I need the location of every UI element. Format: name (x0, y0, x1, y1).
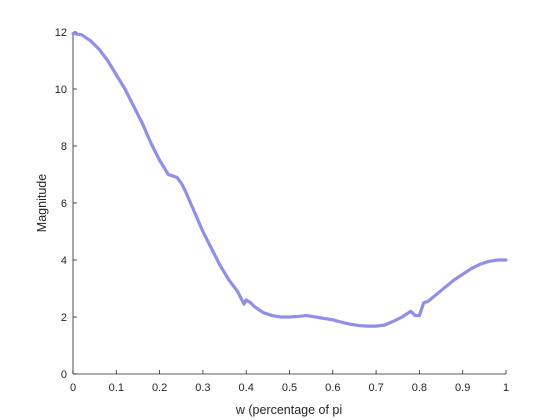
x-axis-label: w (percentage of pi (235, 403, 342, 417)
y-tick-label: 4 (61, 255, 67, 267)
magnitude-series-line (71, 31, 508, 328)
y-tick-label: 6 (61, 198, 67, 210)
plot-area (72, 32, 506, 375)
x-tick-label: 0.8 (412, 382, 427, 394)
x-tick-label: 0.4 (239, 382, 254, 394)
series-layer (71, 31, 508, 328)
y-tick-label: 0 (61, 369, 67, 381)
x-tick-label: 0.1 (109, 382, 124, 394)
x-tick-label: 0 (70, 382, 76, 394)
x-tick-label: 0.6 (325, 382, 340, 394)
x-tick-label: 0.3 (195, 382, 210, 394)
x-tick-label: 0.5 (282, 382, 297, 394)
y-tick-label: 8 (61, 141, 67, 153)
x-tick-label: 0.2 (152, 382, 167, 394)
x-tick-label: 0.9 (455, 382, 470, 394)
y-tick-label: 2 (61, 312, 67, 324)
x-axis-ticks: 0 0.1 0.2 0.3 0.4 0.5 0.6 0.7 0.8 0.9 1 (70, 370, 509, 394)
x-tick-label: 0.7 (368, 382, 383, 394)
plot-background (73, 32, 506, 374)
y-tick-label: 12 (55, 27, 67, 39)
y-axis-label: Magnitude (35, 174, 49, 232)
y-axis-ticks: 0 2 4 6 8 10 12 (55, 27, 77, 381)
y-tick-label: 10 (55, 84, 67, 96)
x-tick-label: 1 (503, 382, 509, 394)
